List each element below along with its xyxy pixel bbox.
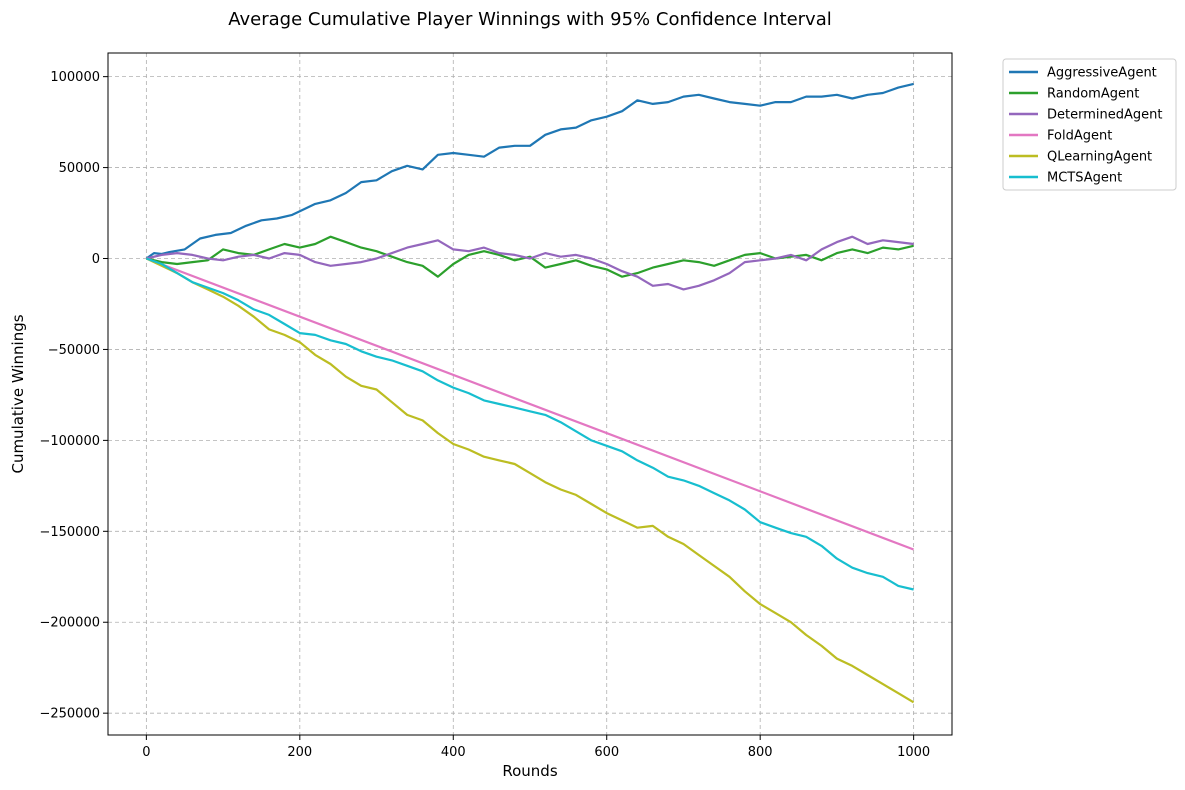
legend-label-qlearningagent: QLearningAgent xyxy=(1047,150,1152,165)
x-tick-label: 1000 xyxy=(897,745,930,760)
series-layer xyxy=(145,82,915,704)
y-axis-label: Cumulative Winnings xyxy=(9,314,27,473)
x-tick-label: 400 xyxy=(441,745,466,760)
legend: AggressiveAgent RandomAgent DeterminedAgen… xyxy=(1002,58,1177,191)
series-line-foldagent xyxy=(146,257,914,551)
x-tick-label: 600 xyxy=(594,745,619,760)
y-tick-label: −100000 xyxy=(39,434,100,449)
y-tick-label: −50000 xyxy=(48,343,100,358)
y-tick-label: −150000 xyxy=(39,525,100,540)
y-tick-label: −200000 xyxy=(39,616,100,631)
y-tick-label: 100000 xyxy=(50,70,100,85)
legend-label-foldagent: FoldAgent xyxy=(1047,129,1112,144)
x-axis-label: Rounds xyxy=(502,762,557,780)
legend-label-randomagent: RandomAgent xyxy=(1047,87,1139,102)
series-line-aggressiveagent xyxy=(145,82,914,260)
grid xyxy=(108,53,952,735)
series-line-qlearningagent xyxy=(145,257,915,704)
x-tick-label: 200 xyxy=(287,745,312,760)
x-tick-label: 0 xyxy=(142,745,150,760)
y-axis: 100000 50000 0 −50000 −100000 −150000 −200000 −… xyxy=(39,70,108,722)
series-line-mctsagent xyxy=(146,257,914,591)
legend-label-mctsagent: MCTSAgent xyxy=(1047,171,1122,186)
y-tick-label: 50000 xyxy=(59,161,100,176)
legend-label-determinedagent: DeterminedAgent xyxy=(1047,108,1162,123)
legend-frame xyxy=(1002,58,1177,191)
chart-title: Average Cumulative Player Winnings with … xyxy=(228,9,831,30)
x-axis: 0 200 400 600 800 1000 xyxy=(142,735,930,760)
plot-frame xyxy=(107,52,953,736)
series-line-determinedagent xyxy=(146,235,914,291)
series-line-randomagent xyxy=(146,235,914,278)
y-tick-label: −250000 xyxy=(39,707,100,722)
x-tick-label: 800 xyxy=(748,745,773,760)
y-tick-label: 0 xyxy=(92,252,100,267)
legend-label-aggressiveagent: AggressiveAgent xyxy=(1047,66,1157,81)
